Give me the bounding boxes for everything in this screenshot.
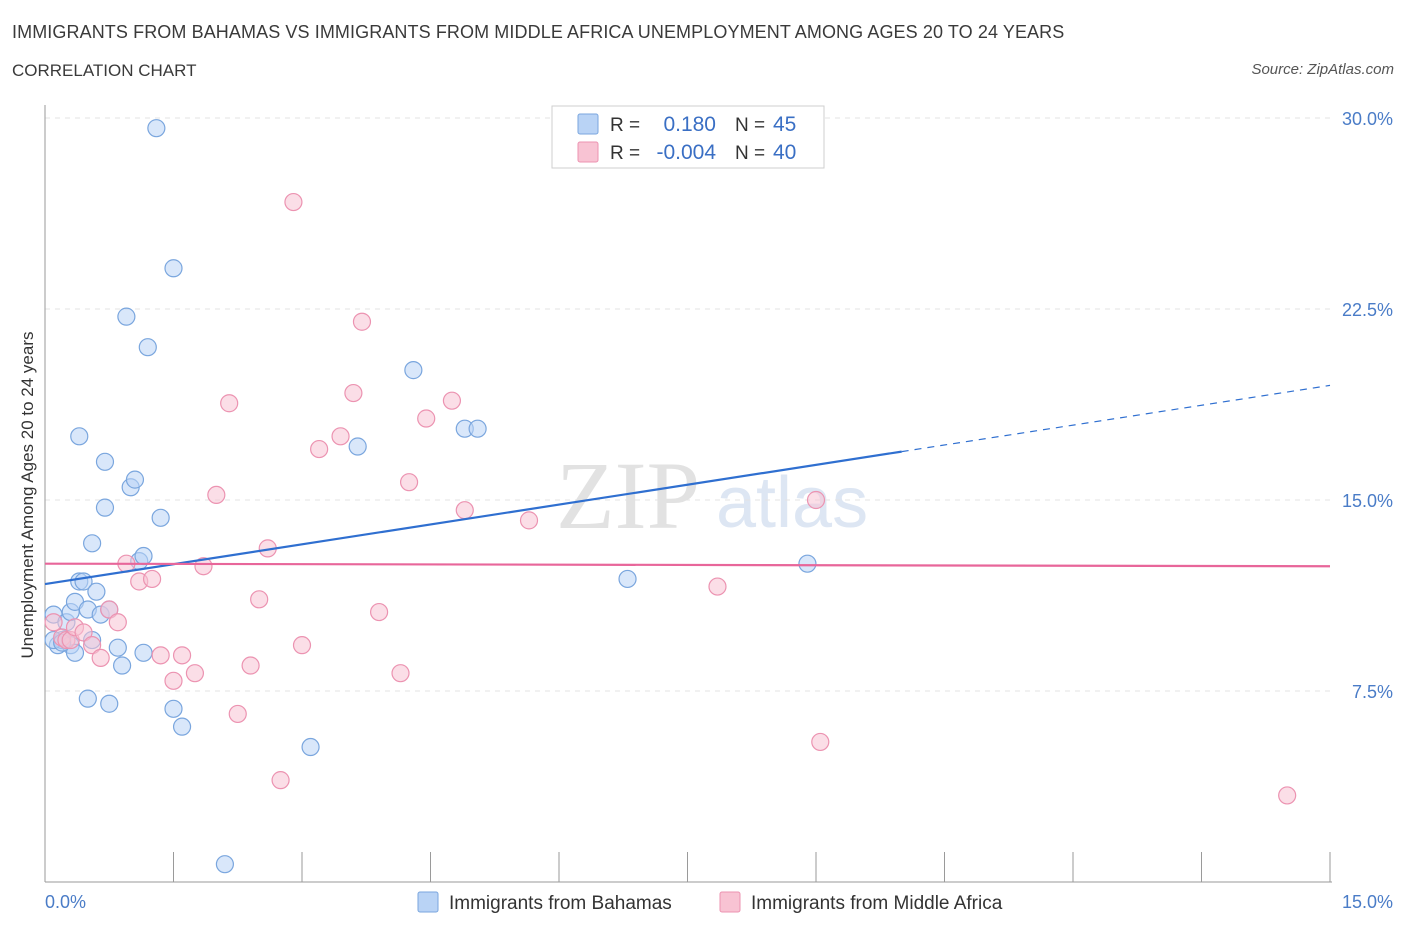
axes xyxy=(44,105,1332,883)
data-point-bahamas xyxy=(798,554,817,573)
x-tick-label-min: 0.0% xyxy=(45,892,86,912)
bottom-legend-swatch-bahamas xyxy=(417,891,439,913)
grid-lines: 7.5% 15.0% 22.5% 30.0% xyxy=(45,109,1393,702)
data-point-bahamas xyxy=(95,498,115,517)
data-point-middle-africa xyxy=(708,577,727,596)
data-point-middle-africa xyxy=(108,613,127,632)
data-point-bahamas xyxy=(468,419,487,438)
data-point-bahamas xyxy=(125,470,145,489)
data-point-middle-africa xyxy=(519,511,539,530)
data-point-middle-africa xyxy=(142,569,162,589)
data-point-bahamas xyxy=(134,546,153,566)
data-point-bahamas xyxy=(100,694,119,713)
watermark-atlas: atlas xyxy=(716,463,868,543)
data-point-middle-africa xyxy=(91,648,110,667)
data-point-bahamas xyxy=(404,361,423,380)
data-point-middle-africa xyxy=(44,613,63,632)
legend-n-label-middle-africa: N = xyxy=(735,143,765,164)
data-point-middle-africa xyxy=(185,664,205,683)
data-point-bahamas xyxy=(147,119,166,138)
data-point-middle-africa xyxy=(194,557,213,576)
legend-n-value-bahamas: 45 xyxy=(773,113,796,136)
data-point-middle-africa xyxy=(399,473,419,492)
data-point-middle-africa xyxy=(310,439,329,459)
data-points xyxy=(44,119,1297,874)
watermark-zip: ZIP xyxy=(556,442,700,549)
x-tick-label-max: 15.0% xyxy=(1342,892,1393,912)
chart-subtitle: CORRELATION CHART xyxy=(12,61,197,80)
data-point-bahamas xyxy=(112,656,132,675)
data-point-middle-africa xyxy=(352,312,372,331)
data-point-middle-africa xyxy=(806,490,826,510)
y-tick-label: 30.0% xyxy=(1342,109,1393,129)
data-point-bahamas xyxy=(172,717,192,736)
data-point-bahamas xyxy=(164,699,183,718)
data-point-middle-africa xyxy=(151,646,170,665)
data-point-middle-africa xyxy=(83,636,102,655)
data-point-bahamas xyxy=(215,855,234,874)
bottom-legend-label-bahamas: Immigrants from Bahamas xyxy=(449,893,672,914)
data-point-bahamas xyxy=(87,582,106,601)
data-point-bahamas xyxy=(348,437,367,456)
legend-swatch-middle-africa xyxy=(577,141,599,163)
data-point-bahamas xyxy=(164,259,183,278)
data-point-middle-africa xyxy=(417,409,436,428)
legend-n-value-middle-africa: 40 xyxy=(773,141,796,164)
legend-swatch-bahamas xyxy=(577,113,599,135)
data-point-middle-africa xyxy=(442,391,462,410)
data-point-middle-africa xyxy=(331,427,350,446)
data-point-bahamas xyxy=(134,643,153,662)
data-point-middle-africa xyxy=(370,602,389,622)
y-tick-label: 15.0% xyxy=(1342,491,1393,511)
trend-line-middle-africa xyxy=(44,562,1331,568)
data-point-middle-africa xyxy=(74,623,93,642)
data-point-middle-africa xyxy=(391,664,410,683)
legend-n-label-bahamas: N = xyxy=(735,115,765,136)
data-point-middle-africa xyxy=(811,732,830,752)
data-point-middle-africa xyxy=(250,590,269,609)
series-legend: Immigrants from Bahamas Immigrants from … xyxy=(417,891,1003,914)
chart-title: IMMIGRANTS FROM BAHAMAS VS IMMIGRANTS FR… xyxy=(12,22,1065,42)
data-point-middle-africa xyxy=(292,636,312,655)
data-point-middle-africa xyxy=(241,656,260,675)
data-point-middle-africa xyxy=(1278,786,1297,805)
data-point-bahamas xyxy=(301,737,320,757)
data-point-bahamas xyxy=(618,569,637,589)
data-point-middle-africa xyxy=(284,192,303,212)
data-point-bahamas xyxy=(117,307,136,326)
trend-lines xyxy=(44,384,1331,586)
data-point-middle-africa xyxy=(344,383,363,403)
data-point-middle-africa xyxy=(172,646,192,665)
data-point-bahamas xyxy=(78,689,97,708)
data-point-middle-africa xyxy=(207,485,226,505)
legend-r-value-middle-africa: -0.004 xyxy=(656,141,716,164)
data-point-bahamas xyxy=(138,338,157,357)
data-point-middle-africa xyxy=(455,501,474,520)
legend-r-value-bahamas: 0.180 xyxy=(663,113,716,136)
bottom-legend-label-middle-africa: Immigrants from Middle Africa xyxy=(751,893,1003,914)
y-axis-title: Unemployment Among Ages 20 to 24 years xyxy=(18,332,37,659)
data-point-middle-africa xyxy=(164,671,183,690)
legend-r-label-middle-africa: R = xyxy=(610,143,640,164)
trend-line-extension-bahamas xyxy=(901,384,1331,453)
y-tick-label: 22.5% xyxy=(1342,300,1393,320)
data-point-bahamas xyxy=(108,638,127,657)
correlation-legend: R = 0.180 N = 45 R = -0.004 N = 40 xyxy=(551,105,825,169)
trend-line-bahamas xyxy=(44,450,902,586)
data-point-bahamas xyxy=(151,508,170,527)
data-point-bahamas xyxy=(83,534,102,553)
data-point-bahamas xyxy=(95,452,115,471)
bottom-legend-swatch-middle-africa xyxy=(719,891,741,913)
source-label: Source: ZipAtlas.com xyxy=(1251,61,1394,78)
data-point-bahamas xyxy=(70,427,89,446)
data-point-middle-africa xyxy=(228,704,247,724)
data-point-middle-africa xyxy=(220,394,239,413)
y-tick-label: 7.5% xyxy=(1352,682,1393,702)
data-point-middle-africa xyxy=(100,600,119,619)
legend-r-label-bahamas: R = xyxy=(610,115,640,136)
data-point-middle-africa xyxy=(271,771,290,790)
